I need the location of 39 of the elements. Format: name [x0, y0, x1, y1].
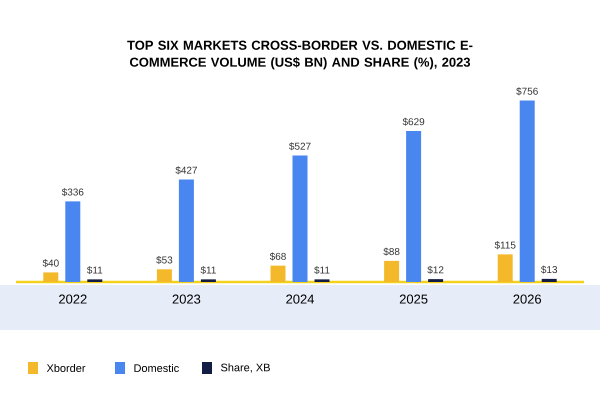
legend-label: Share, XB [221, 363, 270, 373]
chart-title: TOP SIX MARKETS CROSS-BORDER VS. DOMESTIC E-COMMERCE VOLUME (US$ BN) AND SHARE (%), 2023 [127, 40, 472, 70]
data-label: $756 [516, 87, 538, 96]
x-tick-label: 2025 [400, 294, 428, 304]
data-label: $11 [314, 266, 330, 274]
data-label: $13 [541, 266, 558, 274]
bar [65, 201, 80, 282]
data-label: $336 [62, 188, 84, 196]
bar [384, 260, 400, 282]
data-label: $629 [402, 118, 424, 126]
data-label: $53 [156, 256, 172, 264]
bar [542, 278, 557, 282]
data-label: $11 [200, 266, 216, 274]
data-label: $11 [86, 266, 102, 274]
bar [520, 100, 535, 282]
bar [406, 131, 422, 282]
bar [498, 254, 513, 282]
x-tick-label: 2026 [513, 294, 542, 304]
legend-label: Domestic [134, 364, 179, 372]
x-tick-label: 2024 [286, 294, 314, 304]
data-label: $40 [42, 259, 59, 268]
bar [428, 279, 444, 282]
x-tick-label: 2023 [172, 294, 200, 304]
bar [270, 266, 286, 282]
data-label: $88 [383, 248, 400, 256]
bar [87, 279, 102, 282]
legend-label: Xborder [46, 364, 86, 372]
bar [178, 180, 194, 282]
x-tick-label: 2022 [59, 294, 87, 304]
data-label: $115 [494, 241, 516, 250]
bar [156, 269, 172, 282]
bar [292, 156, 308, 282]
data-label: $68 [270, 252, 286, 260]
bar [314, 279, 330, 282]
data-label: $427 [175, 166, 197, 174]
bar [43, 272, 58, 282]
bar [200, 279, 216, 282]
data-label: $527 [289, 142, 311, 150]
data-label: $12 [427, 266, 444, 274]
